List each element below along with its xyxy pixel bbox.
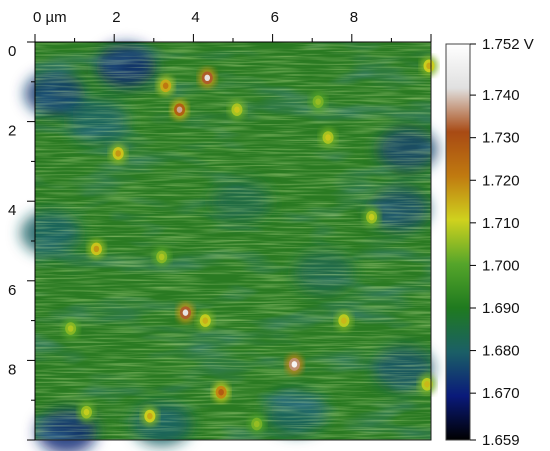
hotspot [198, 67, 217, 89]
hotspot-level [234, 106, 240, 113]
hotspot-level [253, 420, 260, 428]
hotspot-level [93, 245, 100, 253]
hotspot-level [176, 106, 183, 113]
hotspot [309, 91, 328, 113]
colorbar-tick-label: 1.700 [482, 257, 520, 274]
hotspot [152, 246, 171, 268]
hotspot [176, 302, 195, 323]
image-area [20, 41, 439, 451]
hotspot-level [315, 98, 321, 105]
hotspot [212, 381, 231, 403]
x-tick-label: 8 [350, 9, 358, 26]
hotspot [109, 143, 128, 164]
hotspot [420, 55, 439, 77]
hotspot [196, 310, 215, 331]
hotspot [247, 413, 266, 435]
y-tick-label: 2 [8, 123, 16, 140]
hotspot-level [204, 74, 211, 82]
hotspot [319, 127, 338, 148]
x-tick-label: 4 [191, 9, 199, 26]
hotspot-level [368, 213, 375, 221]
colorbar-tick-label: 1.680 [482, 343, 520, 360]
hotspot [334, 310, 353, 331]
hotspot-level [67, 325, 74, 332]
hotspot-level [202, 317, 209, 324]
hotspot-level [341, 317, 347, 324]
colorbar-tick-label: 1.670 [482, 385, 520, 402]
y-tick-label: 6 [8, 282, 16, 299]
y-axis: 0 2 4 6 8 [8, 41, 36, 441]
hotspot [77, 401, 96, 423]
hotspot [140, 405, 159, 427]
y-tick-label: 0 [8, 43, 16, 60]
hotspot-level [291, 361, 298, 368]
hotspot-level [115, 150, 121, 157]
hotspot-level [218, 389, 224, 396]
colorbar-tick-label: 1.659 [482, 432, 520, 449]
colorbar: 1.752 V 1.740 1.730 1.720 1.710 1.700 1.690 1.6… [445, 36, 534, 449]
y-tick-label: 4 [8, 202, 16, 219]
hotspot [87, 238, 106, 260]
colorbar-tick-label: 1.710 [482, 215, 520, 232]
hotspot [418, 373, 437, 395]
hotspot-level [426, 62, 432, 70]
x-axis: 0 µm 2 4 6 8 [33, 9, 432, 43]
y-tick-label: 8 [8, 361, 16, 378]
hotspot-level [325, 134, 331, 141]
colorbar-tick-label: 1.690 [482, 300, 520, 317]
colorbar-tick-label: 1.740 [482, 87, 520, 104]
hotspot-level [147, 412, 153, 420]
x-tick-label: 2 [112, 9, 120, 26]
x-tick-label: 0 µm [33, 9, 67, 26]
colorbar-tick-label: 1.720 [482, 172, 520, 189]
hotspot [156, 75, 175, 97]
hot-spots [61, 55, 439, 435]
hotspot [285, 354, 304, 375]
hotspot-level [162, 82, 169, 89]
hotspot-level [424, 381, 430, 388]
hotspot [170, 99, 189, 121]
x-tick-label: 6 [271, 9, 279, 26]
colorbar-tick-label: 1.730 [482, 130, 520, 147]
hotspot-level [182, 309, 189, 316]
hotspot-level [83, 408, 90, 416]
colorbar-tick-label: 1.752 V [482, 36, 534, 53]
hotspot [362, 206, 381, 228]
hotspot [227, 99, 246, 121]
hotspot [61, 318, 80, 339]
colorbar-gradient [445, 43, 471, 441]
hotspot-level [158, 253, 165, 261]
